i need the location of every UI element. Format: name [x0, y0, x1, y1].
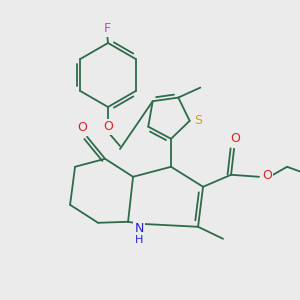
Text: F: F [103, 22, 111, 35]
Text: O: O [262, 169, 272, 182]
Text: N: N [134, 222, 144, 235]
Text: O: O [230, 132, 240, 145]
Text: O: O [103, 121, 113, 134]
Text: S: S [194, 114, 202, 127]
Text: O: O [77, 121, 87, 134]
Text: H: H [135, 235, 143, 245]
